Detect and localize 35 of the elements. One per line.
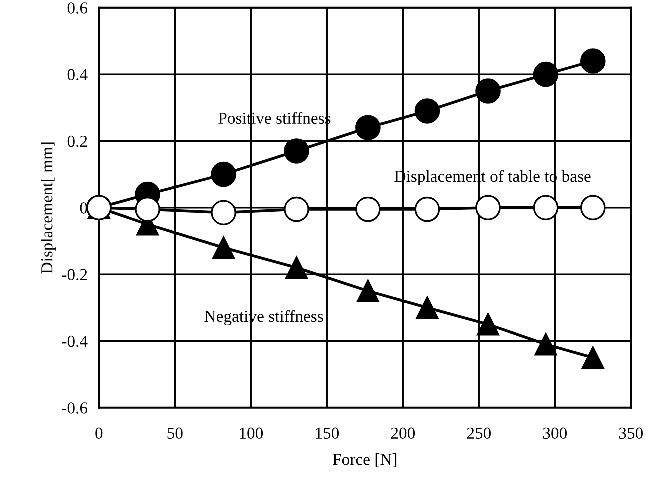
y-tick-label: -0.2 (62, 269, 88, 281)
point (476, 78, 501, 104)
x-tick-label: 350 (619, 428, 644, 440)
point (356, 115, 381, 141)
x-tick-label: 200 (391, 428, 416, 440)
point (582, 346, 604, 370)
point (580, 48, 606, 74)
x-tick-label: 50 (168, 428, 183, 440)
y-tick-label: -0.6 (62, 402, 88, 414)
point (414, 196, 440, 222)
y-tick-label: 0.6 (68, 2, 88, 14)
point (211, 162, 236, 188)
x-tick-label: 300 (543, 428, 568, 440)
point (356, 196, 381, 222)
x-tick-label: 0 (96, 428, 103, 440)
x-tick-label: 150 (316, 428, 340, 440)
point (135, 196, 160, 222)
y-axis-title: Displacement[ mm] (40, 142, 56, 274)
y-tick-label: -0.4 (62, 336, 88, 348)
point (211, 200, 236, 226)
point (356, 280, 380, 302)
y-tick-label: 0.2 (68, 136, 88, 148)
point (284, 138, 310, 164)
point (477, 313, 500, 336)
point (414, 98, 440, 124)
x-tick-label: 100 (240, 428, 264, 440)
point (416, 296, 439, 320)
y-tick-label: 0.4 (68, 69, 88, 81)
point (284, 196, 310, 222)
point (533, 62, 559, 88)
point (286, 256, 308, 280)
x-tick-label: 250 (467, 428, 492, 440)
point (212, 236, 236, 260)
x-axis-title: Force [N] (333, 454, 397, 468)
point (534, 333, 558, 356)
